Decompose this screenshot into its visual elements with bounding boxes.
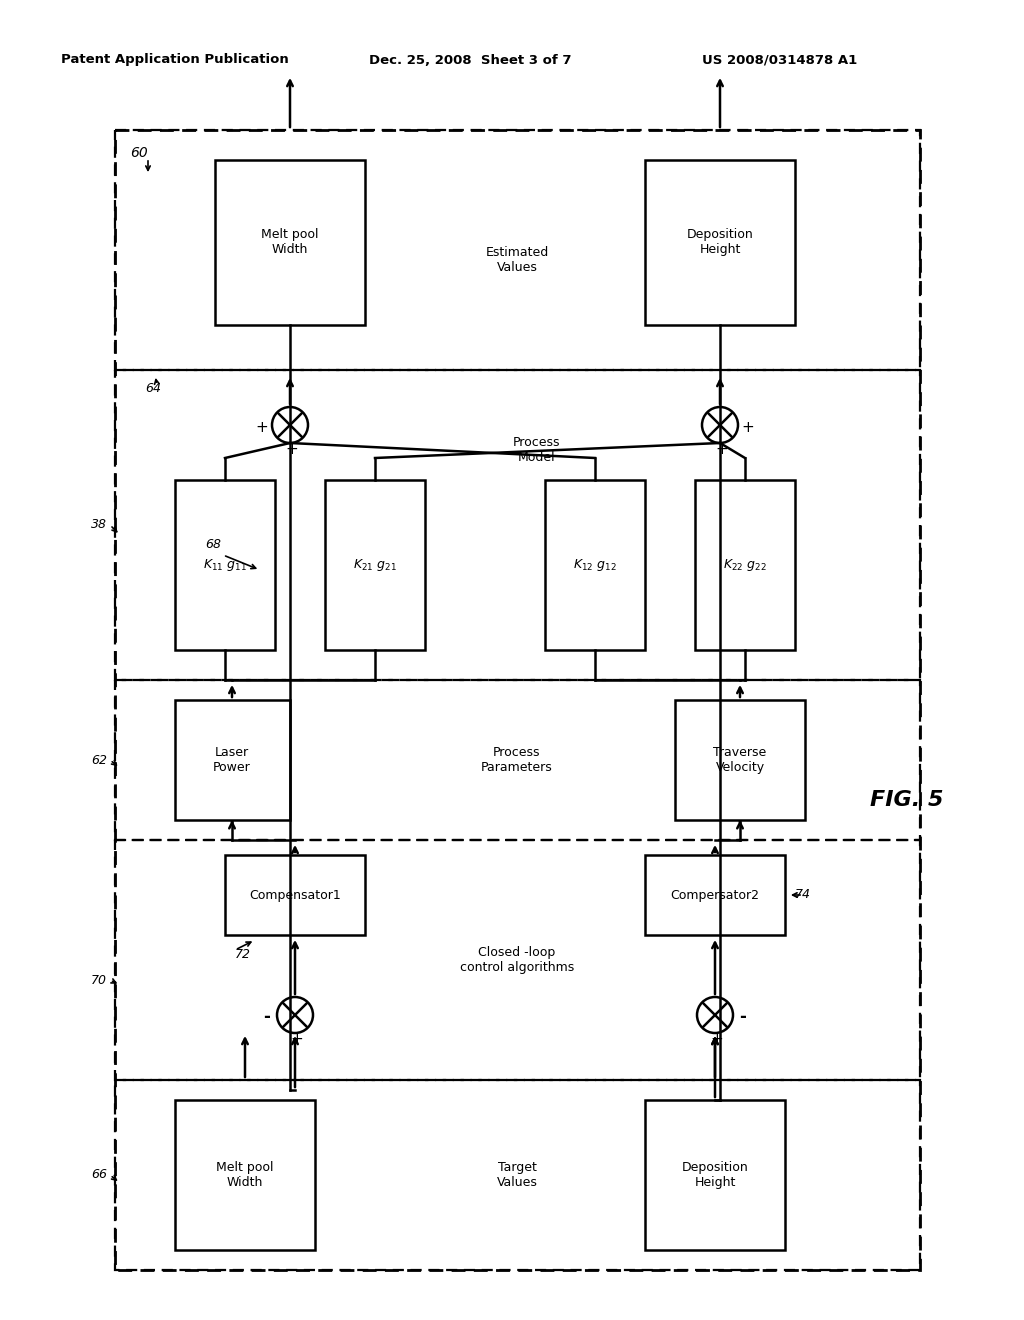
Text: Dec. 25, 2008  Sheet 3 of 7: Dec. 25, 2008 Sheet 3 of 7 <box>369 54 571 66</box>
Polygon shape <box>175 700 290 820</box>
Text: 70: 70 <box>91 974 106 986</box>
Text: 72: 72 <box>234 949 251 961</box>
Text: +: + <box>716 441 728 457</box>
Text: Deposition
Height: Deposition Height <box>682 1162 749 1189</box>
Text: +: + <box>291 1031 303 1047</box>
Text: 38: 38 <box>91 519 106 532</box>
Text: Process
Model: Process Model <box>513 436 561 465</box>
Text: +: + <box>286 441 298 457</box>
Circle shape <box>697 997 733 1034</box>
Polygon shape <box>695 480 795 649</box>
Text: Traverse
Velocity: Traverse Velocity <box>714 746 767 774</box>
Text: 62: 62 <box>91 754 106 767</box>
Text: Estimated
Values: Estimated Values <box>485 246 549 275</box>
Polygon shape <box>225 855 365 935</box>
Circle shape <box>278 997 313 1034</box>
Text: 74: 74 <box>795 888 811 902</box>
Text: Deposition
Height: Deposition Height <box>687 228 754 256</box>
Text: Compersator2: Compersator2 <box>671 888 760 902</box>
Text: $K_{21}\ g_{21}$: $K_{21}\ g_{21}$ <box>353 557 397 573</box>
Polygon shape <box>645 855 785 935</box>
Text: Patent Application Publication: Patent Application Publication <box>61 54 289 66</box>
Text: Laser
Power: Laser Power <box>213 746 251 774</box>
Text: Process
Parameters: Process Parameters <box>481 746 553 774</box>
Polygon shape <box>675 700 805 820</box>
Text: Compensator1: Compensator1 <box>249 888 341 902</box>
Text: Melt pool
Width: Melt pool Width <box>216 1162 273 1189</box>
Polygon shape <box>175 1100 315 1250</box>
Polygon shape <box>645 1100 785 1250</box>
Text: +: + <box>711 1031 723 1047</box>
Text: Closed -loop
control algorithms: Closed -loop control algorithms <box>460 946 574 974</box>
Polygon shape <box>175 480 275 649</box>
Text: -: - <box>263 1008 270 1026</box>
Polygon shape <box>545 480 645 649</box>
Text: $K_{12}\ g_{12}$: $K_{12}\ g_{12}$ <box>573 557 616 573</box>
Circle shape <box>702 407 738 444</box>
Text: -: - <box>739 1008 746 1026</box>
Text: 68: 68 <box>205 539 221 552</box>
Text: Target
Values: Target Values <box>497 1162 538 1189</box>
Text: 64: 64 <box>145 381 161 395</box>
Text: +: + <box>741 420 755 434</box>
Text: FIG. 5: FIG. 5 <box>870 789 943 810</box>
Text: US 2008/0314878 A1: US 2008/0314878 A1 <box>702 54 858 66</box>
Text: 60: 60 <box>130 147 147 160</box>
Text: 66: 66 <box>91 1168 106 1181</box>
Text: $K_{11}\ g_{11}$: $K_{11}\ g_{11}$ <box>203 557 247 573</box>
Text: +: + <box>256 420 268 434</box>
Text: Melt pool
Width: Melt pool Width <box>261 228 318 256</box>
Circle shape <box>272 407 308 444</box>
Polygon shape <box>215 160 365 325</box>
Polygon shape <box>325 480 425 649</box>
Text: $K_{22}\ g_{22}$: $K_{22}\ g_{22}$ <box>723 557 767 573</box>
Polygon shape <box>645 160 795 325</box>
